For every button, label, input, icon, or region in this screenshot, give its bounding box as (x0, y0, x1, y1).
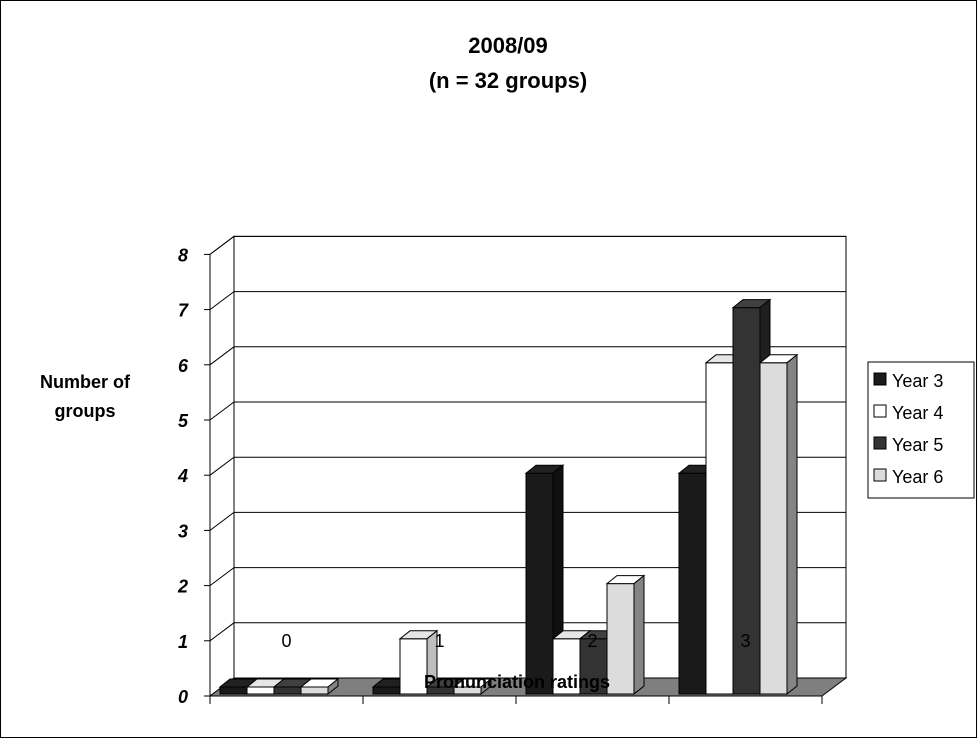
gridline (209, 567, 846, 586)
y-tick-label: 8 (178, 245, 188, 265)
bar-front (246, 686, 275, 695)
gridline (209, 456, 846, 476)
x-axis-label: Pronunciation ratings (424, 672, 610, 692)
bar-front (579, 638, 608, 695)
bar (605, 574, 646, 696)
bar (398, 629, 439, 696)
legend-label: Year 6 (892, 467, 943, 487)
gridline (209, 291, 846, 311)
legend-label: Year 3 (892, 371, 943, 391)
y-axis-label-line-2: groups (55, 401, 116, 421)
y-tick-label: 5 (178, 411, 189, 431)
bar-side (480, 677, 492, 696)
bar-front (678, 472, 707, 695)
bar (758, 353, 799, 696)
bar-front (219, 686, 248, 695)
legend-label: Year 4 (892, 403, 943, 423)
gridline (209, 346, 846, 366)
chart-title-line-2: (n = 32 groups) (429, 68, 587, 93)
bar-front (606, 583, 635, 695)
chart-title-line-1: 2008/09 (468, 33, 548, 58)
bar-front (525, 472, 554, 695)
legend-swatch (873, 372, 887, 386)
x-tick-label: 3 (740, 631, 750, 651)
gridline (209, 511, 846, 531)
gridline (209, 401, 846, 421)
bar-front (300, 686, 329, 695)
bar-front (759, 362, 788, 695)
y-axis-label-line-1: Number of (40, 372, 131, 392)
y-tick-label: 3 (178, 521, 188, 541)
legend-item: Year 3 (873, 371, 943, 391)
legend-item: Year 5 (873, 435, 943, 455)
y-tick-label: 6 (178, 356, 189, 376)
bar-front (705, 362, 734, 695)
bar (452, 677, 493, 696)
bar-front (372, 686, 401, 695)
bar-front (273, 686, 302, 695)
bar-front (399, 638, 428, 695)
y-tick-label: 2 (177, 577, 188, 597)
y-tick-label: 7 (178, 301, 189, 321)
bar-front (732, 307, 761, 695)
y-tick-label: 4 (177, 466, 188, 486)
bar-side (633, 574, 645, 696)
y-tick-label: 0 (178, 687, 188, 707)
y-tick-label: 1 (178, 632, 188, 652)
legend: Year 3 Year 4 Year 5 Year 6 (867, 361, 975, 499)
legend-swatch (873, 468, 887, 482)
legend-item: Year 6 (873, 467, 943, 487)
x-tick-label: 1 (434, 631, 444, 651)
legend-label: Year 5 (892, 435, 943, 455)
x-tick-label: 2 (587, 631, 597, 651)
gridline (209, 235, 846, 255)
legend-item: Year 4 (873, 403, 943, 423)
bar-side (786, 353, 798, 696)
legend-swatch (873, 436, 887, 450)
bar-front (552, 638, 581, 695)
bar (299, 677, 340, 696)
x-tick-label: 0 (281, 631, 291, 651)
legend-swatch (873, 404, 887, 418)
bar-side (327, 677, 339, 696)
